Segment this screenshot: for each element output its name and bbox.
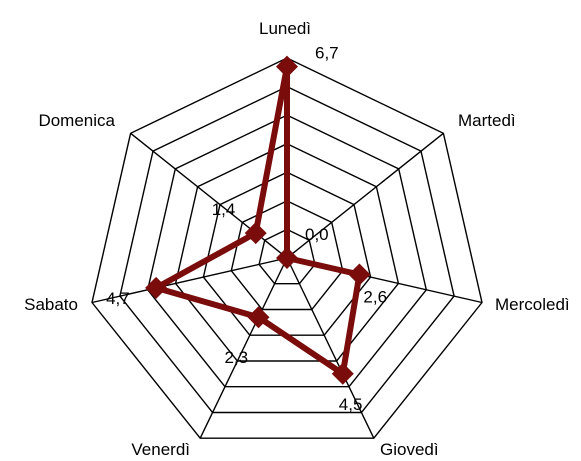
- data-point-venerd: [247, 306, 270, 329]
- axis-label-1: Lunedì: [259, 19, 311, 38]
- grid-ring-6: [119, 85, 455, 414]
- data-label-1: 6,7: [315, 44, 339, 63]
- data-label-4: 4,5: [339, 395, 363, 414]
- data-point-mercoled: [348, 263, 371, 286]
- data-point-marted: [276, 247, 298, 269]
- grid-ring-5: [146, 114, 428, 388]
- label-layer: Lunedì Martedì Mercoledì Giovedì Venerdì Saba…: [24, 19, 570, 459]
- grid-ring-2: [230, 200, 344, 311]
- axis-label-6: Sabato: [24, 295, 78, 314]
- axis-label-5: Venerdì: [131, 440, 190, 459]
- data-label-7: 1,4: [212, 200, 236, 219]
- axis-label-2: Martedì: [458, 111, 516, 130]
- data-point-luned: [276, 55, 298, 78]
- axis-label-7: Domenica: [38, 111, 115, 130]
- data-point-gioved: [331, 362, 354, 385]
- data-point-domenica: [244, 222, 267, 245]
- data-point-sabato: [145, 276, 168, 299]
- radar-grid: [91, 57, 483, 439]
- data-label-5: 2,3: [225, 348, 249, 367]
- grid-ring-4: [174, 142, 400, 362]
- spoke-4: [286, 257, 375, 439]
- axis-label-3: Mercoledì: [495, 295, 570, 314]
- series-layer: [145, 55, 371, 385]
- spoke-5: [199, 257, 288, 439]
- spoke-6: [91, 257, 288, 304]
- grid-ring-7: [91, 57, 483, 439]
- data-label-6: 4,7: [106, 289, 130, 308]
- data-label-3: 2,6: [363, 288, 387, 307]
- series-line-1: [153, 63, 363, 377]
- data-label-2: 0,0: [305, 225, 329, 244]
- spoke-2: [286, 132, 444, 259]
- axis-label-4: Giovedì: [380, 440, 439, 459]
- grid-ring-1: [258, 228, 316, 285]
